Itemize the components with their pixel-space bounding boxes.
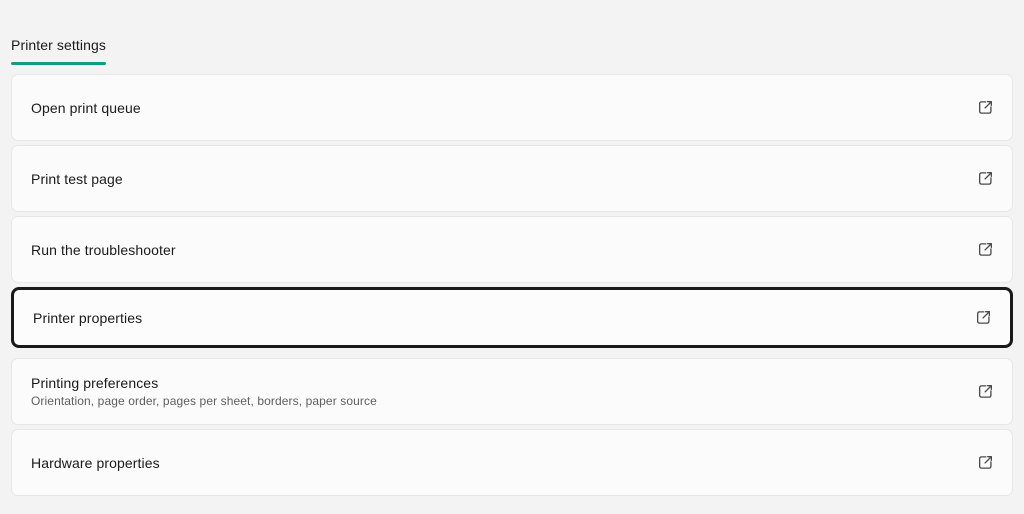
row-title: Printer properties	[33, 309, 143, 326]
row-printer-properties[interactable]: Printer properties	[11, 287, 1013, 348]
open-in-new-window-icon	[976, 170, 994, 188]
row-title: Printing preferences	[31, 375, 159, 391]
row-printing-preferences[interactable]: Printing preferences Orientation, page o…	[11, 358, 1013, 425]
row-print-test-page[interactable]: Print test page	[11, 145, 1013, 212]
open-in-new-window-icon	[974, 309, 992, 327]
row-title: Hardware properties	[31, 454, 160, 471]
row-hardware-properties[interactable]: Hardware properties	[11, 429, 1013, 496]
settings-card-list: Open print queue Print test page	[11, 74, 1013, 496]
tab-printer-settings-label: Printer settings	[11, 37, 106, 53]
row-run-troubleshooter[interactable]: Run the troubleshooter	[11, 216, 1013, 283]
row-open-print-queue[interactable]: Open print queue	[11, 74, 1013, 141]
tab-bar: Printer settings	[11, 0, 1013, 65]
open-in-new-window-icon	[976, 383, 994, 401]
row-title: Print test page	[31, 170, 123, 187]
printer-settings-panel: Printer settings Open print queue Print …	[11, 0, 1013, 496]
open-in-new-window-icon	[976, 241, 994, 259]
open-in-new-window-icon	[976, 99, 994, 117]
row-title: Run the troubleshooter	[31, 241, 176, 258]
tab-selected-underline	[11, 62, 106, 65]
tab-printer-settings[interactable]: Printer settings	[11, 37, 106, 65]
open-in-new-window-icon	[976, 454, 994, 472]
row-subtitle: Orientation, page order, pages per sheet…	[31, 394, 377, 408]
row-title: Open print queue	[31, 99, 141, 116]
